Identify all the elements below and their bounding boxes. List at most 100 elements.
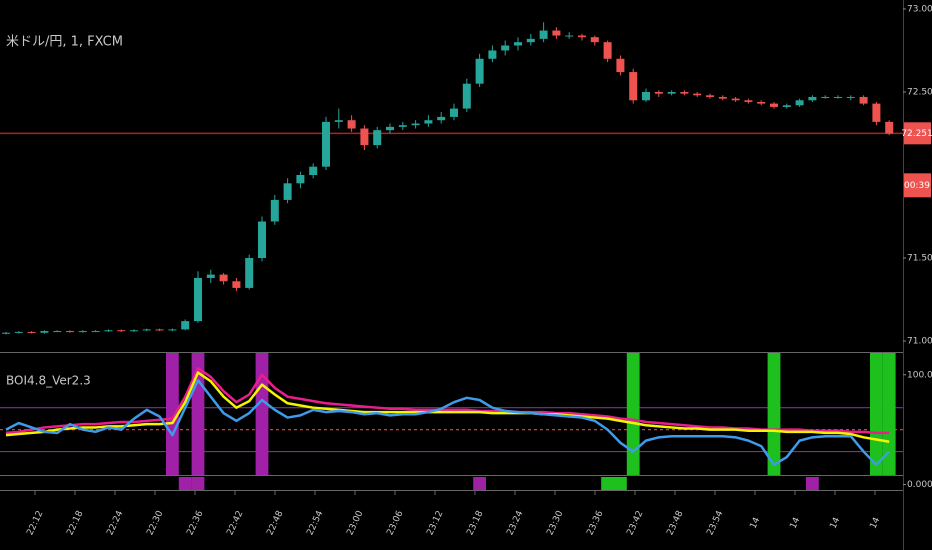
- signal-bar: [191, 477, 205, 490]
- y-tick-label: 71.500: [907, 254, 932, 264]
- candle-body: [270, 199, 279, 222]
- candle-body: [616, 58, 625, 73]
- indicator-line: [5, 378, 891, 467]
- signal-bar: [882, 353, 896, 475]
- candle-body: [437, 116, 446, 121]
- x-tick-label: 14: [829, 516, 843, 531]
- candle-body: [757, 101, 766, 104]
- candle-body: [104, 330, 113, 332]
- candle-body: [181, 321, 190, 330]
- candle-body: [475, 58, 484, 84]
- candle-body: [782, 105, 791, 107]
- candle-body: [642, 91, 650, 101]
- marks: 73.000 72.500 71.500 71.000 100.000 0.000 72.2…: [0, 4, 932, 537]
- candle-body: [91, 331, 100, 333]
- candle-body: [386, 126, 394, 131]
- candle-body: [66, 331, 74, 333]
- candle-body: [14, 331, 23, 333]
- candle-body: [347, 120, 356, 129]
- candle-body: [53, 331, 62, 333]
- x-tick-label: 14: [749, 516, 763, 531]
- candle-body: [539, 30, 548, 39]
- candle-body: [693, 93, 702, 96]
- last-price-label: 72.251: [901, 129, 932, 139]
- signal-bar: [601, 477, 614, 490]
- candle-body: [834, 96, 842, 98]
- indicator-line: [5, 371, 890, 443]
- candle-body: [526, 38, 535, 43]
- candle-body: [258, 221, 266, 259]
- y-tick-label: 72.500: [907, 87, 932, 97]
- signal-bar: [870, 353, 883, 475]
- candle-body: [821, 96, 830, 98]
- y-tick-label: 73.000: [907, 4, 932, 14]
- candle-body: [373, 130, 382, 146]
- candle-body: [859, 96, 868, 104]
- candle-body: [322, 121, 330, 167]
- candle-body: [40, 331, 49, 333]
- candle-body: [795, 100, 804, 106]
- x-tick-label: 14: [789, 516, 803, 531]
- candle-body: [309, 166, 318, 176]
- candle-body: [872, 103, 881, 122]
- candle-body: [667, 91, 676, 94]
- indicator-line: [5, 366, 890, 435]
- candle-body: [194, 277, 202, 322]
- y-tick-label: 71.000: [907, 337, 932, 347]
- candle-body: [334, 120, 343, 122]
- x-tick-label: 14: [869, 516, 883, 531]
- candle-body: [424, 120, 433, 124]
- candle-body: [398, 125, 407, 127]
- candle-body: [411, 123, 420, 126]
- indicator-title: BOI4.8_Ver2.3: [6, 374, 91, 388]
- y-tick-label: 0.000: [907, 480, 932, 490]
- candle-body: [731, 98, 740, 101]
- candle-body: [514, 42, 522, 46]
- candle-body: [155, 329, 164, 331]
- candle-body: [603, 42, 612, 59]
- candle-body: [808, 96, 817, 101]
- chart-title: 米ドル/円, 1, FXCM: [6, 35, 123, 50]
- candle-body: [2, 332, 10, 334]
- candle-body: [578, 35, 586, 38]
- candle-body: [770, 103, 778, 107]
- candle-body: [206, 274, 215, 278]
- candle-body: [565, 35, 574, 37]
- candle-body: [846, 96, 855, 98]
- candle-body: [885, 121, 894, 134]
- candle-body: [296, 175, 305, 184]
- candle-body: [629, 72, 638, 101]
- signal-bar: [166, 353, 179, 475]
- candle-body: [488, 50, 497, 59]
- candle-body: [680, 91, 689, 94]
- candle-body: [744, 100, 753, 102]
- signal-bar: [614, 477, 627, 490]
- signal-bar: [806, 477, 819, 490]
- signal-bar: [626, 353, 640, 475]
- candle-body: [718, 96, 727, 99]
- candle-body: [78, 331, 87, 333]
- price-label-box: [904, 122, 931, 145]
- candle-body: [245, 258, 254, 288]
- candle-body: [142, 329, 151, 331]
- candle-body: [219, 274, 228, 282]
- signal-bar: [767, 353, 781, 475]
- signal-bar: [178, 477, 192, 490]
- countdown-box: [904, 173, 931, 198]
- candle-body: [450, 108, 458, 117]
- candle-body: [130, 330, 138, 332]
- candle-body: [117, 330, 126, 332]
- countdown-label: 00:39: [904, 181, 930, 191]
- candle-body: [232, 281, 241, 288]
- candle-body: [501, 45, 510, 51]
- candle-body: [27, 331, 36, 333]
- candle-body: [654, 91, 663, 94]
- candle-body: [283, 183, 292, 200]
- candle-body: [168, 329, 177, 331]
- candle-body: [360, 128, 369, 146]
- y-tick-label: 100.000: [907, 370, 932, 380]
- candle-body: [552, 30, 561, 36]
- signal-bar: [473, 477, 486, 490]
